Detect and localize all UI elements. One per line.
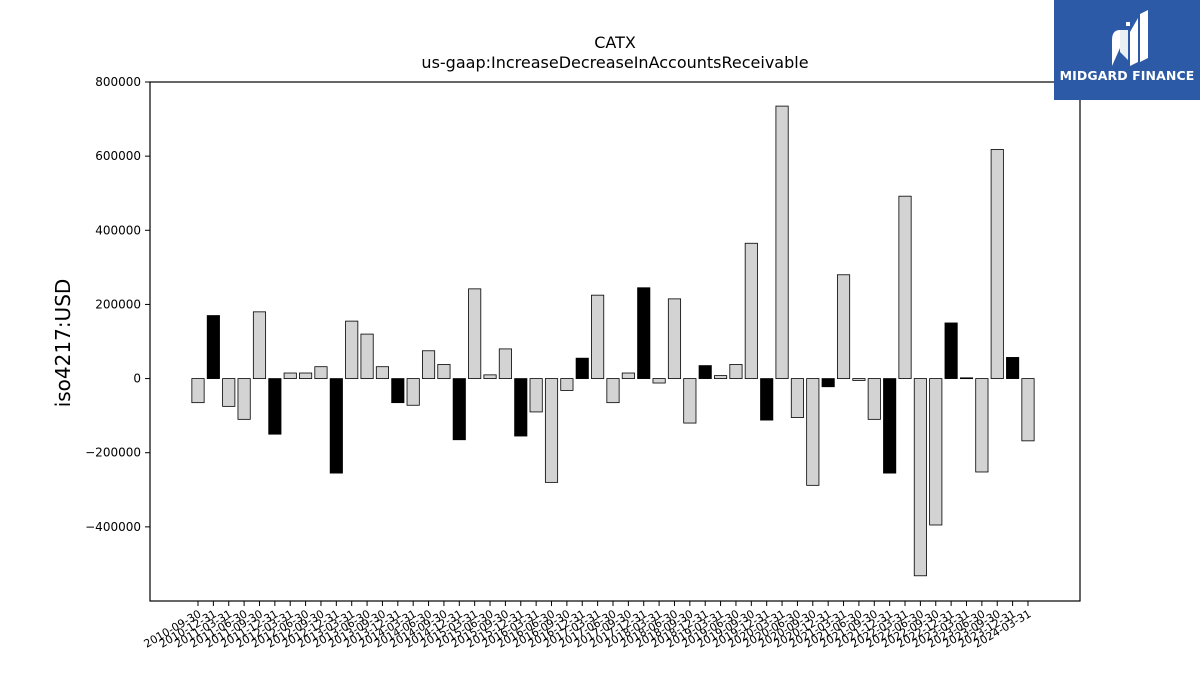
chart-subtitle: us-gaap:IncreaseDecreaseInAccountsReceiv… bbox=[421, 53, 808, 72]
bar-2010-12-31 bbox=[206, 315, 220, 379]
bar-2023-06-30 bbox=[975, 378, 989, 473]
brand-logo-text: MIDGARD FINANCE bbox=[1059, 68, 1195, 83]
bar-2012-12-31 bbox=[329, 378, 343, 474]
bar-2015-12-31 bbox=[514, 378, 528, 437]
bar-2015-03-31 bbox=[468, 288, 482, 379]
bar-2020-09-30 bbox=[806, 378, 820, 486]
brand-logo: MIDGARD FINANCE bbox=[1054, 0, 1200, 100]
bar-2011-09-30 bbox=[252, 311, 267, 379]
y-tick-label: 200000 bbox=[95, 297, 141, 311]
bar-2023-03-31 bbox=[959, 377, 974, 380]
bar-2021-06-30 bbox=[852, 378, 866, 381]
bar-2010-09-30 bbox=[191, 378, 205, 404]
bar-2013-12-31 bbox=[391, 378, 405, 404]
bar-2013-06-30 bbox=[360, 333, 374, 379]
y-tick-label: 0 bbox=[133, 372, 141, 386]
y-tick-label: 800000 bbox=[95, 75, 141, 89]
y-axis-label: iso4217:USD bbox=[51, 279, 75, 408]
bar-2013-03-31 bbox=[345, 320, 359, 379]
y-tick-label: −200000 bbox=[85, 446, 141, 460]
bar-2017-09-30 bbox=[621, 372, 635, 379]
bar-2020-06-30 bbox=[790, 378, 804, 418]
bar-2013-09-30 bbox=[375, 366, 389, 379]
bar-2017-12-31 bbox=[637, 287, 651, 379]
bar-2016-12-31 bbox=[575, 357, 589, 379]
plot-frame bbox=[149, 81, 1081, 602]
bar-2024-03-31 bbox=[1021, 378, 1035, 442]
bar-2011-12-31 bbox=[268, 378, 282, 435]
bar-2015-06-30 bbox=[483, 374, 497, 379]
bar-2020-12-31 bbox=[821, 378, 835, 388]
bar-2018-03-31 bbox=[652, 378, 666, 384]
y-tick-label: 400000 bbox=[95, 223, 141, 237]
bar-2014-06-30 bbox=[421, 350, 436, 379]
bar-2023-12-31 bbox=[1006, 357, 1020, 379]
y-axis: −400000 −200000 0 200000 400000 600000 800000 bbox=[85, 75, 150, 534]
bar-2017-06-30 bbox=[606, 378, 620, 404]
bar-2021-12-31 bbox=[883, 378, 897, 474]
bar-2016-03-31 bbox=[529, 378, 543, 413]
y-tick-label: 600000 bbox=[95, 149, 141, 163]
bar-2018-12-31 bbox=[698, 365, 712, 379]
bar-2020-03-31 bbox=[775, 105, 789, 379]
bar-2019-06-30 bbox=[729, 364, 743, 379]
bars-group bbox=[191, 105, 1035, 577]
bar-2021-03-31 bbox=[836, 274, 851, 379]
bar-2012-03-31 bbox=[283, 372, 297, 379]
bar-2021-09-30 bbox=[867, 378, 881, 420]
bar-2012-06-30 bbox=[299, 372, 313, 379]
bar-2022-12-31 bbox=[944, 322, 958, 379]
bar-2022-03-31 bbox=[898, 195, 912, 379]
bar-2016-06-30 bbox=[544, 378, 559, 483]
bar-2014-03-31 bbox=[406, 378, 420, 406]
bar-2015-09-30 bbox=[498, 348, 512, 379]
bar-2014-09-30 bbox=[437, 364, 451, 379]
bar-2019-09-30 bbox=[744, 242, 758, 379]
y-tick-label: −400000 bbox=[85, 520, 141, 534]
bar-2019-03-31 bbox=[714, 375, 728, 379]
bar-2018-06-30 bbox=[667, 298, 682, 379]
bar-2018-09-30 bbox=[683, 378, 697, 424]
bar-2016-09-30 bbox=[560, 378, 574, 391]
bar-2011-06-30 bbox=[237, 378, 251, 420]
bar-2023-09-30 bbox=[990, 149, 1004, 379]
chart-title: CATX bbox=[594, 33, 636, 52]
x-axis: 2010-09-302010-12-312011-03-312011-06-30… bbox=[142, 601, 1033, 651]
bar-2022-09-30 bbox=[929, 378, 943, 526]
bar-2014-12-31 bbox=[452, 378, 466, 441]
bar-2011-03-31 bbox=[222, 378, 236, 407]
bar-2012-09-30 bbox=[314, 366, 328, 379]
bar-2017-03-31 bbox=[591, 294, 605, 379]
bar-2022-06-30 bbox=[913, 378, 927, 577]
bar-2019-12-31 bbox=[760, 378, 774, 421]
midgard-finance-logo-icon bbox=[1112, 10, 1148, 66]
